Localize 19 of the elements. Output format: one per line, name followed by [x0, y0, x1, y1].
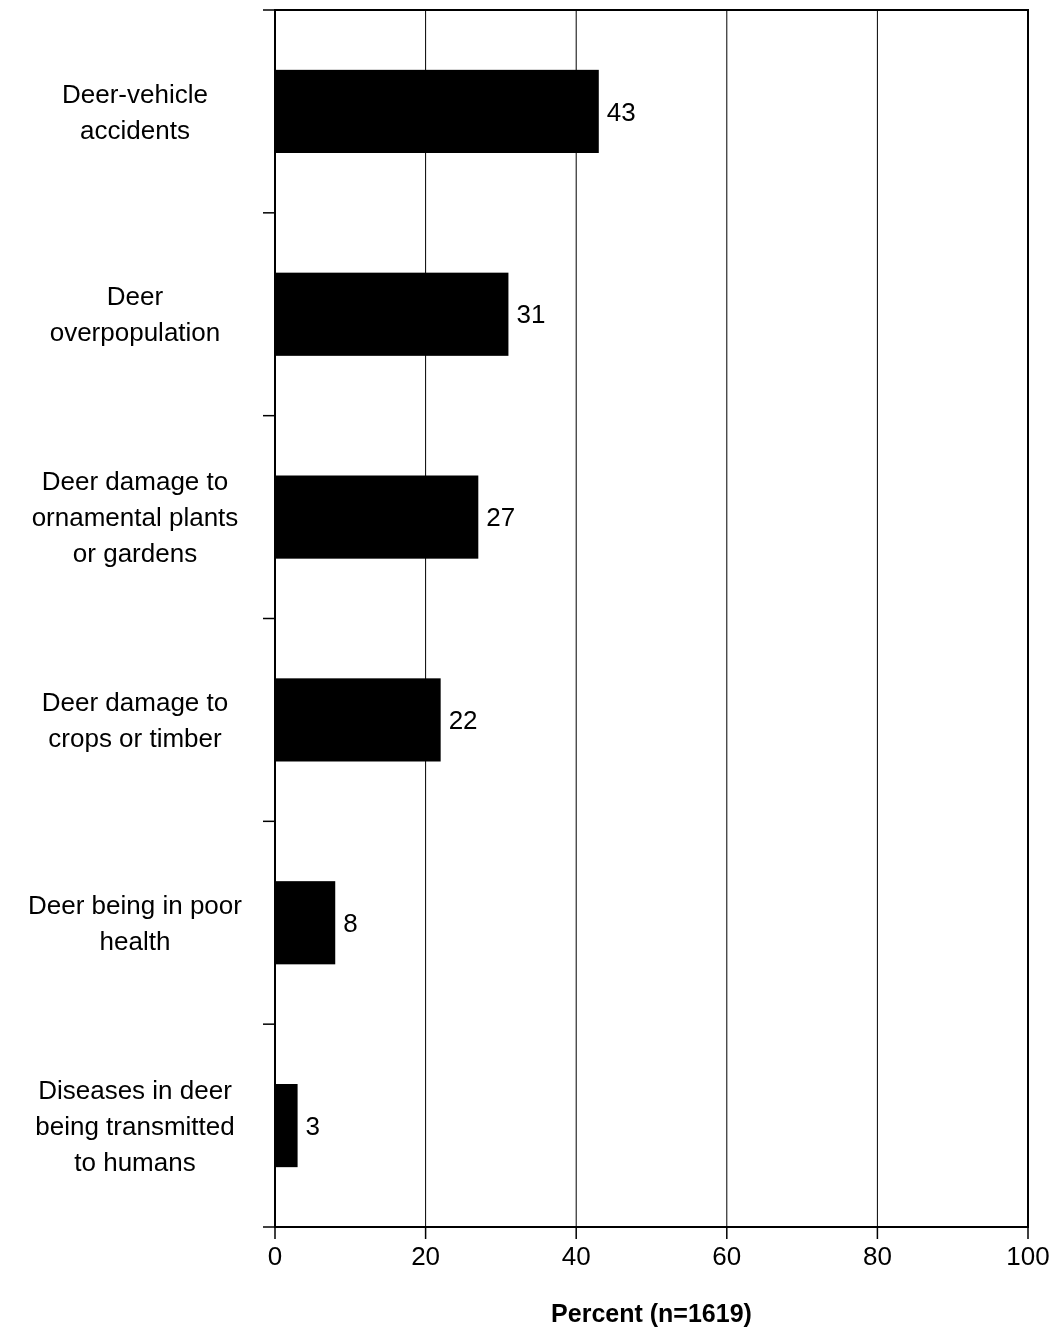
x-axis-title: Percent (n=1619)	[551, 1299, 752, 1327]
x-tick-label: 100	[1006, 1241, 1050, 1271]
x-tick-label: 40	[561, 1241, 591, 1271]
data-label: 27	[486, 502, 516, 533]
x-tick-label: 20	[411, 1241, 441, 1271]
y-tick-label: Diseases in deer being transmitted to humans	[35, 1074, 235, 1177]
y-tick-label: Deer-vehicle accidents	[62, 78, 208, 145]
data-label: 8	[343, 907, 358, 938]
data-label: 3	[305, 1110, 321, 1141]
data-label: 43	[606, 96, 636, 127]
x-tick-label: 80	[862, 1241, 892, 1271]
y-tick-label: Deer damage to ornamental plants or gardens	[31, 466, 239, 569]
y-tick-label: Deer damage to crops or timber	[41, 687, 229, 754]
x-tick-label: 60	[712, 1241, 742, 1271]
y-tick-label: Deer overpopulation	[49, 281, 221, 348]
data-label: 31	[516, 299, 546, 330]
x-tick-label: 0	[267, 1241, 283, 1271]
data-label: 22	[448, 705, 478, 736]
y-tick-label: Deer being in poor health	[28, 889, 243, 956]
